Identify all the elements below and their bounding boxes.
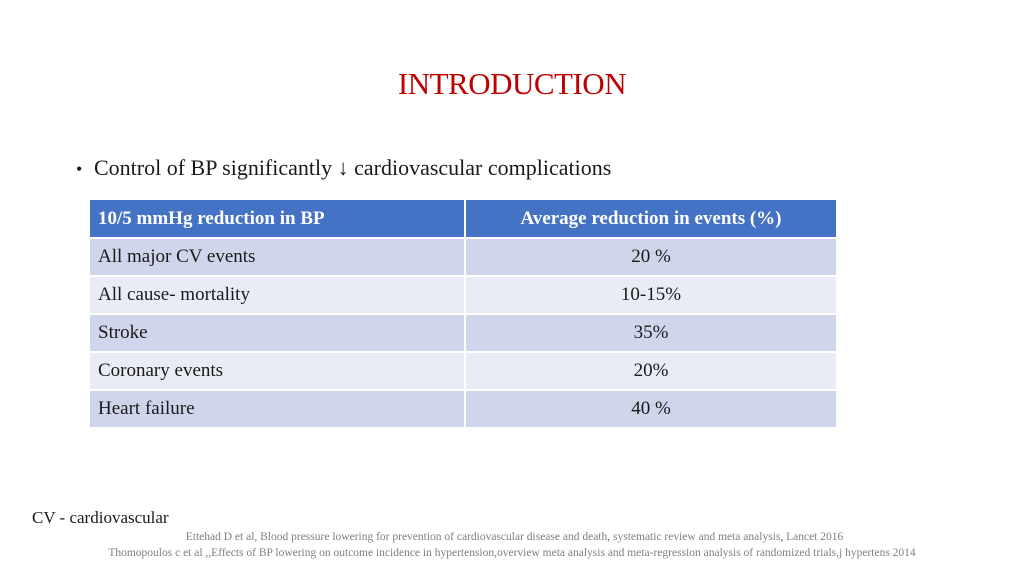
row-value: 35% [464,313,838,353]
row-label: Coronary events [88,351,466,391]
header-bp-reduction: 10/5 mmHg reduction in BP [88,198,466,239]
reference-ettehad: Ettehad D et al, Blood pressure lowering… [185,531,844,543]
bullet-text: Control of BP significantly ↓ cardiovasc… [94,155,612,180]
row-label: All major CV events [88,237,466,277]
table-row: Heart failure 40 % [88,389,838,429]
row-label: Stroke [88,313,466,353]
row-value: 10-15% [464,275,838,315]
row-value: 20% [464,351,838,391]
header-average-reduction: Average reduction in events (%) [464,198,838,239]
table-header-row: 10/5 mmHg reduction in BP Average reduct… [88,198,838,239]
row-value: 20 % [464,237,838,277]
reference-thomopoulos: Thomopoulos c et al ,,Effects of BP lowe… [108,547,916,559]
bullet-point: • Control of BP significantly ↓ cardiovas… [76,155,611,181]
row-label: Heart failure [88,389,466,429]
row-value: 40 % [464,389,838,429]
table-row: All major CV events 20 % [88,237,838,277]
row-label: All cause- mortality [88,275,466,315]
table-row: Coronary events 20% [88,351,838,391]
abbreviation-footnote: CV - cardiovascular [32,508,169,527]
table-row: All cause- mortality 10-15% [88,275,838,315]
table-row: Stroke 35% [88,313,838,353]
reduction-table: 10/5 mmHg reduction in BP Average reduct… [88,198,838,429]
bullet-marker: • [76,159,83,179]
slide-title: INTRODUCTION [397,66,627,101]
